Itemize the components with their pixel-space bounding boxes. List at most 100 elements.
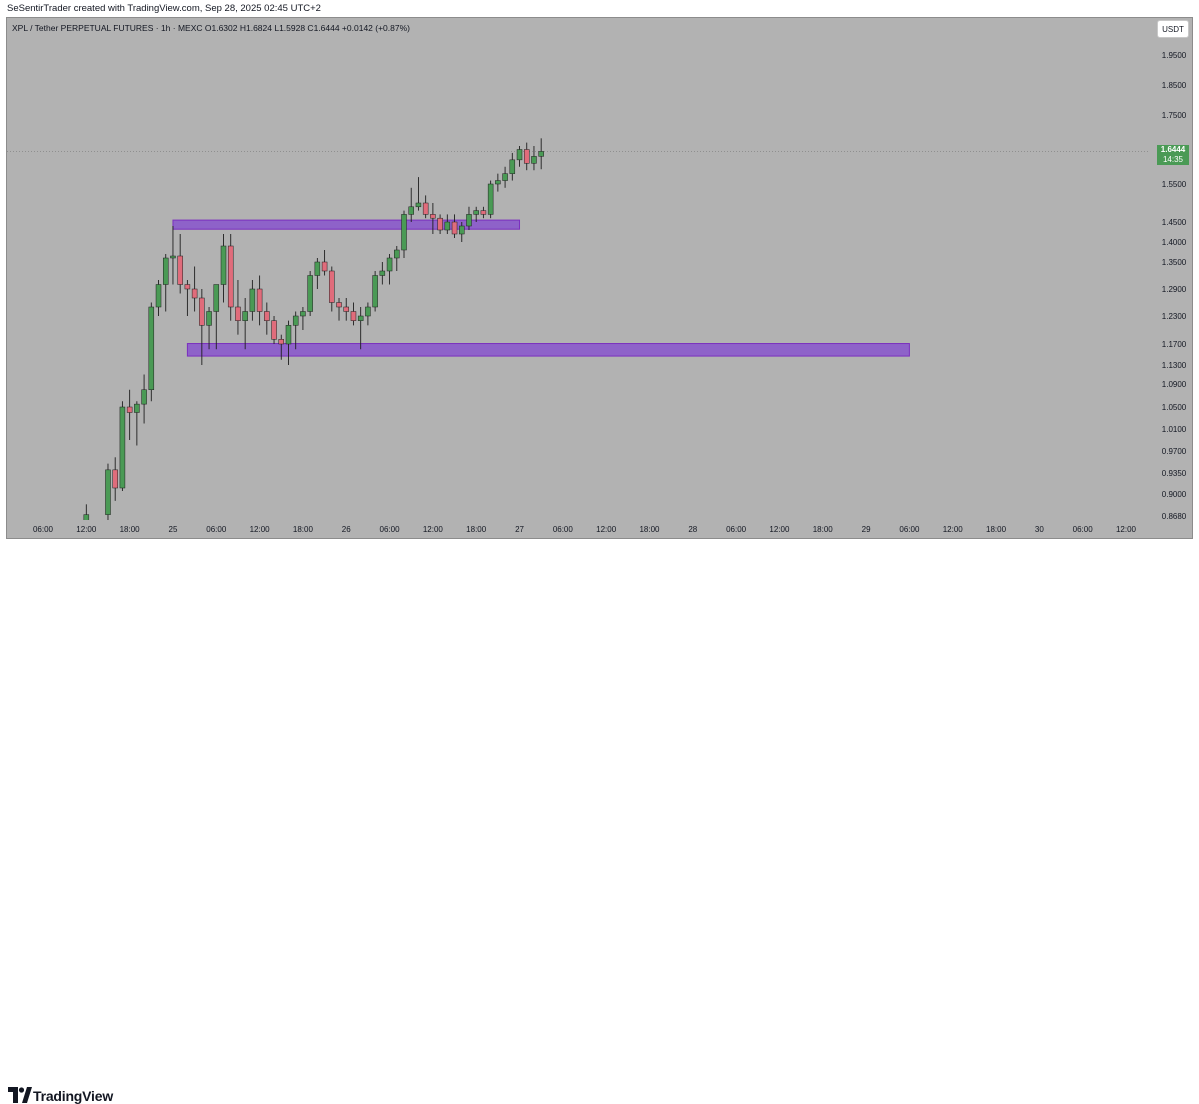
candle-body [415, 202, 422, 208]
candle-body [119, 406, 126, 489]
x-tick-label: 26 [342, 525, 351, 534]
candle-body [177, 255, 183, 285]
x-tick-label: 18:00 [466, 525, 487, 534]
y-tick-label: 1.1700 [1162, 340, 1187, 349]
x-tick-label: 18:00 [639, 525, 660, 534]
candle-body [321, 261, 328, 272]
candle-body [249, 288, 256, 312]
candle-body [300, 311, 306, 317]
candle-body [372, 275, 378, 308]
candle-body [264, 311, 270, 321]
candle-body [437, 217, 443, 231]
candle-body [170, 255, 176, 259]
x-tick-label: 12:00 [769, 525, 790, 534]
y-tick-label: 1.7500 [1162, 111, 1187, 120]
candle-body [105, 469, 111, 515]
candle-body [422, 202, 429, 215]
x-tick-label: 18:00 [120, 525, 141, 534]
candle-body [386, 257, 393, 272]
candle-body [516, 149, 523, 161]
y-tick-label: 0.9000 [1162, 490, 1187, 499]
x-tick-label: 06:00 [206, 525, 227, 534]
candle-countdown: 14:35 [1162, 155, 1184, 164]
x-tick-label: 12:00 [250, 525, 271, 534]
y-tick-label: 1.0100 [1162, 425, 1187, 434]
candle-body [487, 183, 494, 215]
x-tick-label: 12:00 [423, 525, 444, 534]
tradingview-logo-icon [8, 1087, 32, 1103]
candle-body [379, 270, 386, 276]
zone-rectangle [186, 343, 910, 357]
y-tick-label: 0.9700 [1162, 447, 1187, 456]
last-price-value: 1.6444 [1160, 145, 1186, 154]
candle-body [444, 221, 451, 231]
candle-body [162, 257, 169, 285]
candle-body [112, 469, 118, 489]
y-tick-label: 1.2900 [1162, 285, 1187, 294]
candle-body [473, 210, 479, 215]
candle-body [206, 311, 212, 326]
y-tick-label: 1.8500 [1162, 81, 1187, 90]
candle-body [466, 214, 472, 227]
y-tick-label: 1.5500 [1162, 180, 1187, 189]
x-tick-label: 06:00 [380, 525, 401, 534]
x-tick-label: 28 [688, 525, 697, 534]
y-tick-label: 1.0500 [1162, 403, 1187, 412]
candle-body [220, 245, 227, 285]
x-tick-label: 12:00 [76, 525, 97, 534]
x-tick-label: 18:00 [293, 525, 314, 534]
candle-body [184, 284, 191, 290]
candle-body [314, 261, 321, 276]
candle-body [343, 306, 349, 312]
x-tick-label: 27 [515, 525, 524, 534]
candle-body [83, 514, 90, 520]
candle-body [430, 214, 436, 219]
candle-body [336, 302, 342, 308]
candle-body [459, 225, 465, 235]
candle-body [350, 311, 357, 321]
candle-body [531, 156, 537, 164]
candle-body [292, 315, 299, 326]
x-tick-label: 25 [169, 525, 178, 534]
zone-rectangle [172, 219, 521, 230]
currency-button[interactable]: USDT [1157, 20, 1189, 38]
x-tick-label: 29 [862, 525, 871, 534]
footer: TradingView [0, 539, 1199, 1104]
candle-body [509, 159, 516, 174]
y-tick-label: 1.0900 [1162, 380, 1187, 389]
x-tick-label: 12:00 [596, 525, 617, 534]
candle-body [357, 315, 364, 321]
candle-body [271, 320, 277, 340]
y-tick-label: 0.8680 [1162, 512, 1187, 521]
candle-body [199, 297, 205, 326]
y-tick-label: 0.9350 [1162, 469, 1187, 478]
candle-body [538, 151, 544, 157]
candle-body [191, 288, 198, 299]
x-tick-label: 06:00 [1073, 525, 1094, 534]
candle-body [134, 403, 140, 413]
x-tick-label: 18:00 [813, 525, 834, 534]
candle-body [329, 270, 335, 303]
x-tick-label: 06:00 [33, 525, 54, 534]
brand-name: TradingView [33, 1088, 114, 1104]
candle-body [307, 275, 313, 312]
x-tick-label: 18:00 [986, 525, 1007, 534]
chart-pane[interactable] [6, 17, 1193, 539]
candle-body [394, 249, 400, 259]
x-tick-label: 06:00 [726, 525, 747, 534]
candle-body [408, 206, 414, 215]
candle-body [365, 306, 371, 317]
candle-body [278, 339, 285, 345]
candle-body [148, 306, 155, 390]
candle-body [155, 284, 162, 308]
candle-body [213, 284, 220, 312]
y-tick-label: 1.4500 [1162, 218, 1187, 227]
y-tick-label: 1.3500 [1162, 258, 1187, 267]
candle-body [480, 210, 487, 215]
price-chart[interactable]: 1.9500 1.8500 1.7500 1.5500 1.4500 1.4000 1.35… [0, 0, 1199, 577]
chart-credit: SeSentirTrader created with TradingView.… [7, 3, 321, 14]
x-tick-label: 06:00 [899, 525, 920, 534]
y-tick-label: 1.4000 [1162, 238, 1187, 247]
last-price-label: 1.6444 14:35 [1157, 145, 1189, 165]
candle-body [141, 389, 147, 405]
